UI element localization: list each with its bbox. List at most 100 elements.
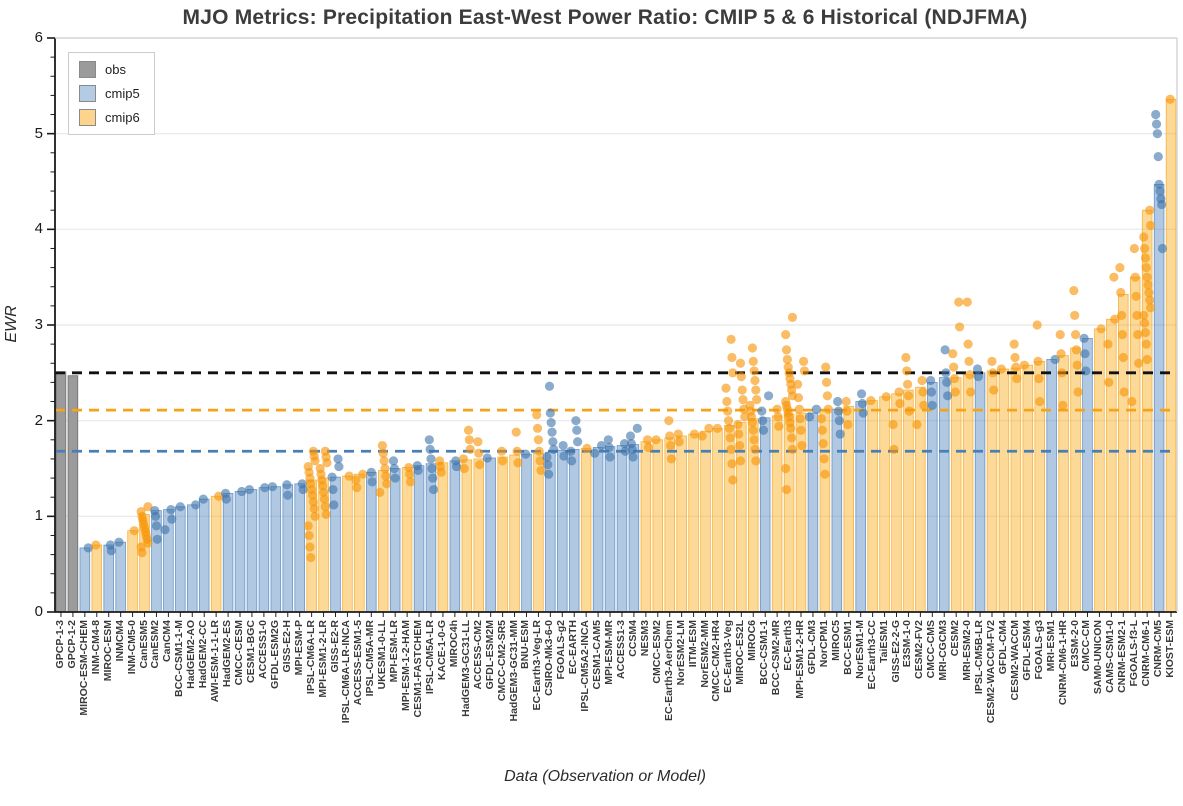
scatter-dot	[1081, 366, 1091, 376]
bar	[580, 448, 592, 613]
scatter-dot	[728, 368, 738, 378]
scatter-dot	[1073, 387, 1083, 397]
scatter-dot	[1032, 320, 1042, 330]
bar	[831, 408, 843, 613]
scatter-dot	[1129, 243, 1139, 254]
y-tick-label: 2	[34, 411, 43, 429]
scatter-dot	[1130, 272, 1140, 282]
scatter-dot	[1131, 291, 1141, 301]
scatter-dot	[949, 373, 960, 384]
scatter-dot	[781, 396, 791, 407]
scatter-dot	[757, 406, 767, 416]
x-tick-label: GPCP-1-3	[53, 620, 66, 669]
bar	[127, 530, 138, 613]
scatter-dot	[948, 349, 958, 359]
bar	[1118, 293, 1129, 613]
scatter-dot	[544, 469, 554, 479]
cmip6-swatch	[79, 109, 96, 126]
x-tick-label: GFDL-ESM4	[1020, 620, 1033, 681]
scatter-dot	[1118, 352, 1128, 363]
scatter-dot	[129, 526, 139, 536]
bar	[342, 475, 353, 613]
legend-label-cmip5: cmip5	[105, 86, 140, 101]
bar	[640, 441, 652, 613]
scatter-dot	[1050, 354, 1060, 365]
bar	[509, 454, 520, 613]
scatter-dot	[532, 423, 543, 433]
scatter-dot	[512, 446, 522, 456]
scatter-dot	[1010, 352, 1020, 363]
scatter-dot	[1145, 220, 1156, 231]
scatter-dot	[604, 442, 614, 453]
scatter-dot	[405, 477, 416, 487]
scatter-dot	[482, 453, 492, 463]
scatter-dot	[689, 429, 700, 439]
scatter-dot	[473, 437, 483, 447]
scatter-dot	[378, 448, 388, 458]
scatter-dot	[320, 502, 330, 512]
scatter-dot	[642, 435, 653, 445]
scatter-dot	[1165, 94, 1175, 104]
scatter-dot	[558, 440, 568, 451]
bar	[222, 492, 234, 613]
y-tick-label: 3	[34, 316, 43, 333]
scatter-dot	[559, 451, 569, 461]
bar	[676, 435, 687, 613]
scatter-dot	[750, 444, 760, 454]
scatter-dot	[632, 423, 642, 433]
scatter-dot	[1071, 345, 1081, 355]
scatter-dot	[1070, 310, 1080, 321]
x-tick-label: HadGEM3-GC31-LL	[459, 620, 472, 717]
scatter-dot	[782, 354, 792, 365]
scatter-dot	[315, 463, 325, 474]
scatter-dot	[282, 480, 292, 490]
bar	[759, 417, 771, 613]
scatter-dot	[752, 395, 762, 405]
scatter-dot	[412, 461, 422, 471]
scatter-dot	[965, 370, 975, 380]
scatter-dot	[105, 540, 116, 550]
x-tick-label: IITM-ESM	[686, 620, 699, 668]
scatter-dot	[1119, 387, 1129, 397]
bar	[903, 389, 914, 613]
scatter-dot	[817, 425, 827, 435]
scatter-dot	[150, 505, 160, 516]
x-tick-label: ACCESS1-0	[256, 620, 269, 679]
scatter-dot	[665, 440, 676, 451]
scatter-dot	[1079, 333, 1089, 343]
bar	[234, 491, 246, 613]
scatter-dot	[191, 500, 201, 510]
scatter-dot	[305, 542, 315, 552]
bar	[497, 456, 508, 613]
scatter-dot	[821, 377, 832, 387]
scatter-dot	[727, 459, 737, 469]
scatter-dot	[748, 356, 758, 366]
scatter-dot	[917, 375, 927, 386]
scatter-dot	[673, 429, 683, 439]
scatter-dot	[1140, 243, 1150, 254]
bar	[771, 415, 783, 613]
scatter-dot	[367, 477, 377, 487]
scatter-dot	[463, 425, 474, 435]
scatter-dot	[1140, 318, 1150, 328]
scatter-dot	[474, 460, 485, 470]
scatter-dot	[321, 509, 331, 520]
scatter-dot	[781, 463, 791, 474]
scatter-dot	[941, 368, 951, 378]
scatter-dot	[319, 494, 330, 504]
bar	[712, 427, 723, 613]
scatter-dot	[651, 435, 661, 445]
scatter-dot	[843, 419, 853, 430]
bar	[1129, 276, 1141, 613]
bar	[688, 433, 699, 613]
scatter-dot	[704, 423, 714, 433]
y-tick-label: 5	[34, 124, 43, 142]
x-tick-label: CMCC-CM2-SR5	[495, 620, 508, 702]
scatter-dot	[267, 482, 278, 492]
scatter-dot	[1141, 339, 1151, 349]
scatter-dot	[389, 463, 399, 474]
y-tick-label: 6	[34, 29, 43, 46]
scatter-dot	[774, 421, 784, 432]
scatter-dot	[513, 458, 523, 468]
